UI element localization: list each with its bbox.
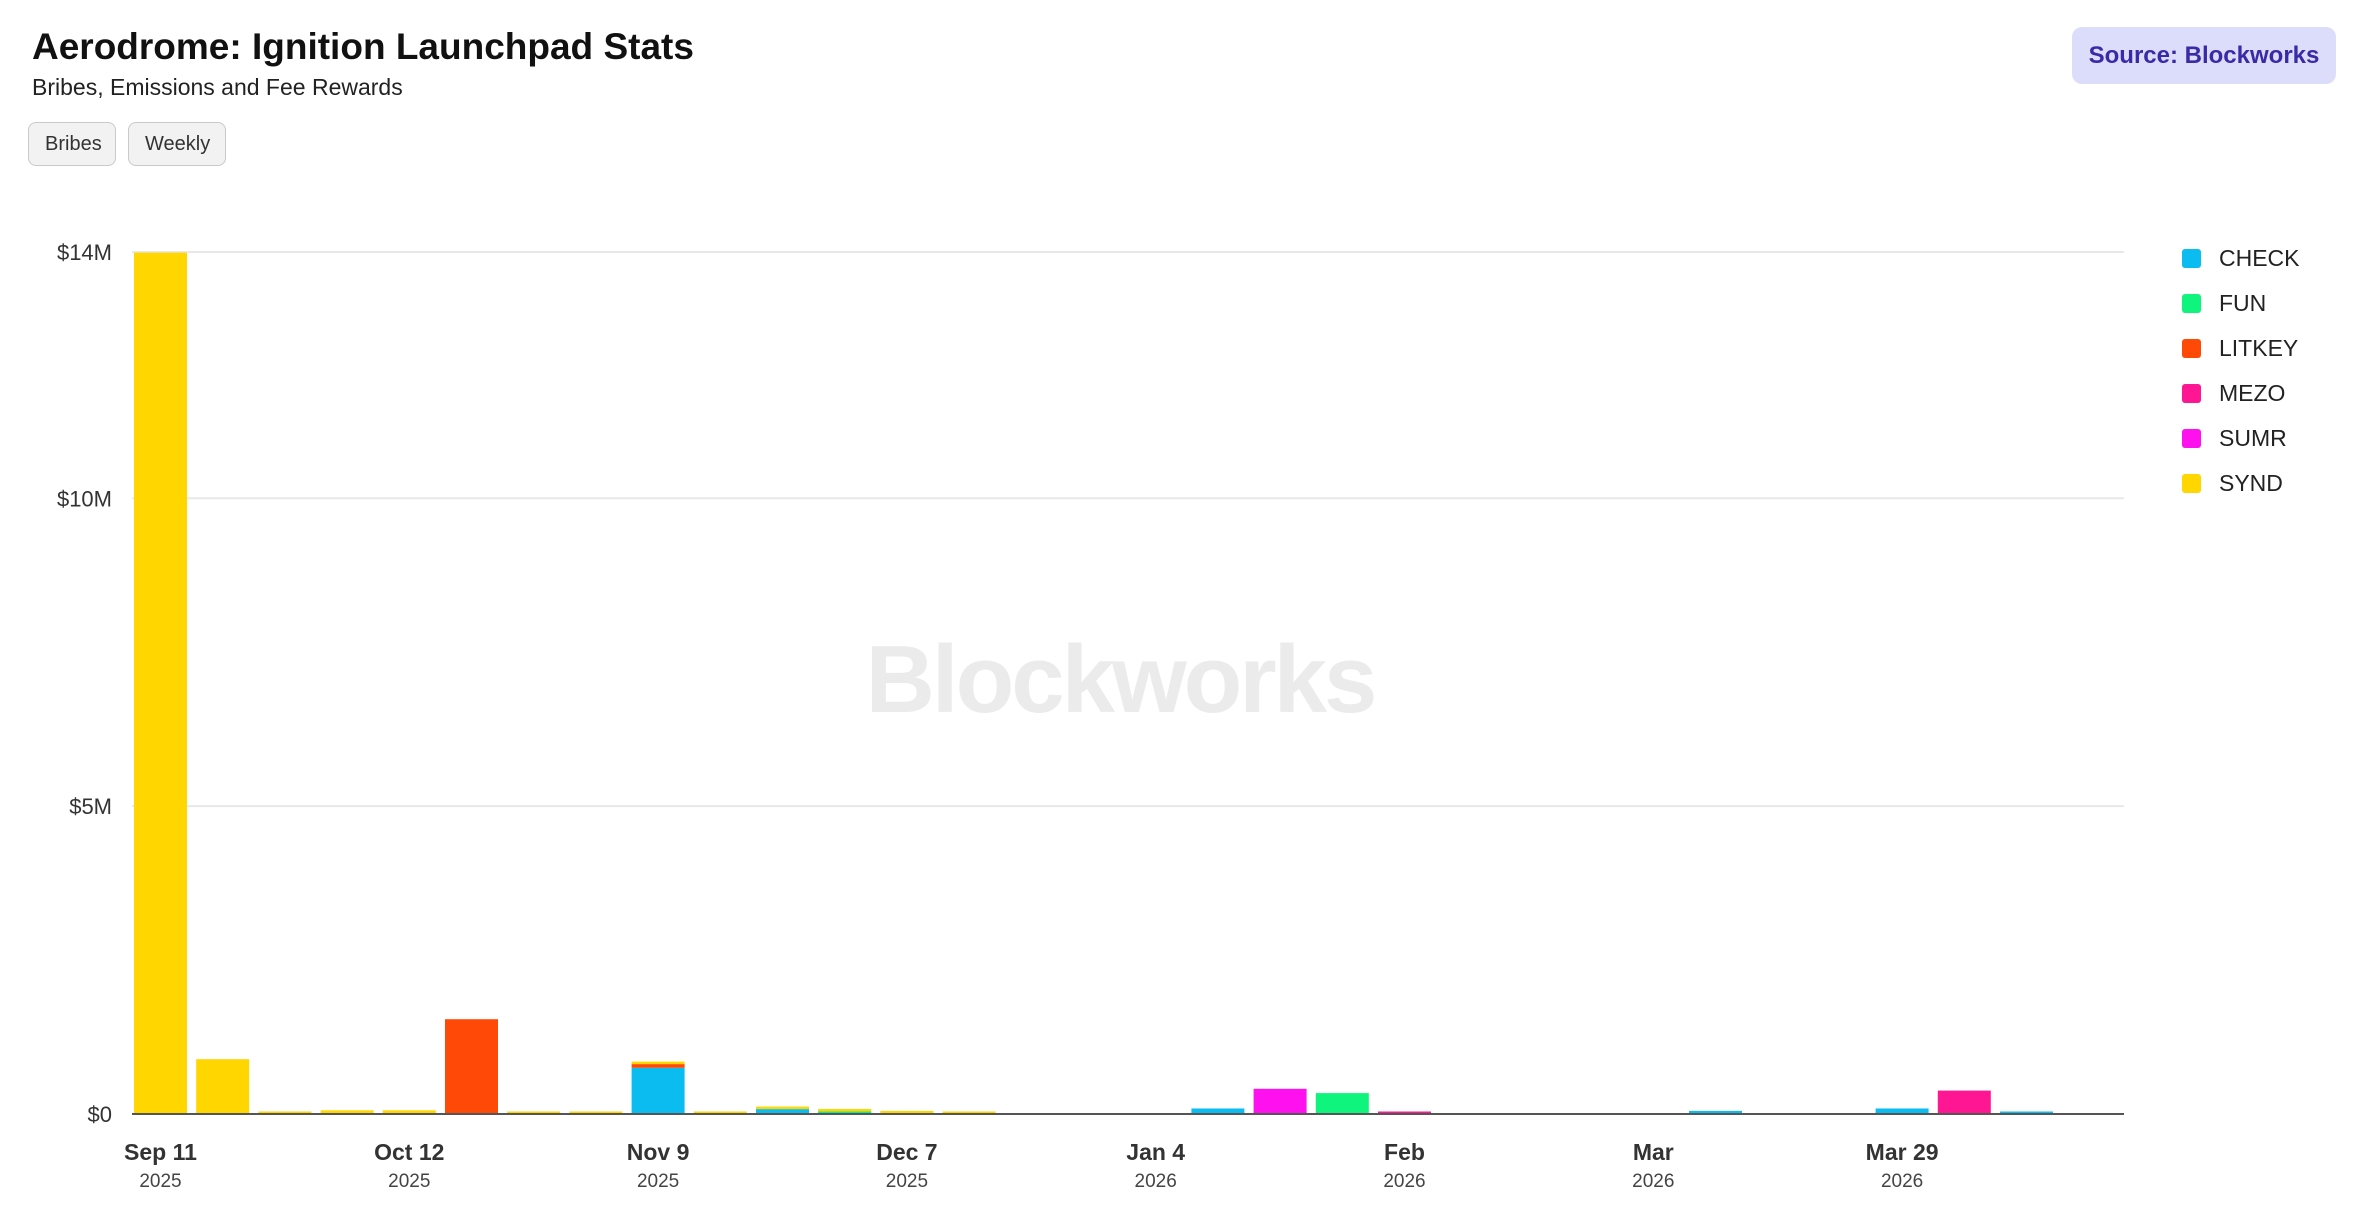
x-tick-year: 2025	[139, 1171, 181, 1192]
x-tick-label: Mar 29	[1866, 1139, 1939, 1165]
metric-selector-button[interactable]: Bribes	[28, 122, 116, 166]
bar-fun[interactable]	[1315, 1093, 1369, 1114]
x-tick-label: Oct 12	[374, 1139, 444, 1165]
legend-label: SYND	[2219, 470, 2283, 496]
legend-item-check[interactable]: CHECK	[2182, 236, 2300, 281]
legend-label: FUN	[2219, 290, 2267, 316]
bar-synd[interactable]	[382, 1110, 436, 1114]
source-badge[interactable]: Source: Blockworks	[2072, 27, 2336, 84]
bar-synd[interactable]	[818, 1109, 872, 1112]
bar-check[interactable]	[2000, 1111, 2053, 1115]
legend-label: MEZO	[2219, 380, 2286, 406]
bar-synd[interactable]	[196, 1059, 250, 1114]
legend-item-litkey[interactable]: LITKEY	[2182, 326, 2300, 371]
x-tick-year: 2025	[388, 1171, 430, 1192]
bar-mezo[interactable]	[1378, 1111, 1431, 1115]
y-tick-label: $14M	[57, 240, 112, 265]
legend-label: CHECK	[2219, 245, 2300, 271]
bar-synd[interactable]	[320, 1110, 374, 1114]
bar-synd[interactable]	[134, 252, 187, 1115]
y-tick-label: $10M	[57, 486, 112, 511]
bar-check[interactable]	[756, 1109, 809, 1114]
page-subtitle: Bribes, Emissions and Fee Rewards	[32, 74, 403, 100]
bar-check[interactable]	[1191, 1108, 1245, 1115]
x-tick-year: 2026	[1881, 1171, 1923, 1192]
legend-item-fun[interactable]: FUN	[2182, 281, 2300, 326]
y-tick-label: $0	[88, 1102, 112, 1127]
legend-item-synd[interactable]: SYND	[2182, 461, 2300, 506]
bar-synd[interactable]	[631, 1061, 685, 1065]
legend: CHECK FUN LITKEY MEZO SUMR SYND	[2182, 236, 2300, 506]
legend-swatch	[2182, 339, 2201, 358]
bar-synd[interactable]	[756, 1106, 809, 1110]
bar-synd[interactable]	[880, 1110, 934, 1114]
bar-mezo[interactable]	[1937, 1090, 1991, 1114]
bar-synd[interactable]	[942, 1111, 996, 1115]
legend-swatch	[2182, 474, 2201, 493]
bar-synd[interactable]	[258, 1111, 312, 1115]
legend-label: SUMR	[2219, 425, 2287, 451]
x-tick-year: 2026	[1383, 1171, 1425, 1192]
bar-litkey[interactable]	[445, 1019, 498, 1114]
x-tick-year: 2025	[637, 1171, 679, 1192]
x-tick-label: Dec 7	[876, 1139, 937, 1165]
bar-litkey[interactable]	[631, 1064, 685, 1068]
legend-item-sumr[interactable]: SUMR	[2182, 416, 2300, 461]
bar-check[interactable]	[1875, 1108, 1929, 1115]
legend-label: LITKEY	[2219, 335, 2299, 361]
y-tick-label: $5M	[69, 794, 112, 819]
bar-synd[interactable]	[569, 1111, 623, 1115]
bar-check[interactable]	[631, 1067, 685, 1114]
bar-synd[interactable]	[507, 1111, 561, 1115]
legend-swatch	[2182, 384, 2201, 403]
watermark: Blockworks	[866, 626, 1375, 733]
x-tick-year: 2026	[1135, 1171, 1177, 1192]
x-tick-label: Jan 4	[1126, 1139, 1185, 1165]
page-title: Aerodrome: Ignition Launchpad Stats	[32, 26, 694, 67]
bar-synd[interactable]	[693, 1111, 747, 1115]
bar-fun[interactable]	[818, 1110, 872, 1113]
bar-check[interactable]	[1689, 1110, 1742, 1114]
legend-swatch	[2182, 294, 2201, 313]
x-tick-year: 2025	[886, 1171, 928, 1192]
x-tick-label: Feb	[1384, 1139, 1425, 1165]
period-selector-button[interactable]: Weekly	[128, 122, 226, 166]
legend-swatch	[2182, 249, 2201, 268]
bar-sumr[interactable]	[1253, 1088, 1307, 1114]
x-tick-label: Mar	[1633, 1139, 1674, 1165]
x-tick-label: Nov 9	[627, 1139, 690, 1165]
legend-swatch	[2182, 429, 2201, 448]
legend-item-mezo[interactable]: MEZO	[2182, 371, 2300, 416]
x-tick-label: Sep 11	[124, 1139, 197, 1165]
x-tick-year: 2026	[1632, 1171, 1674, 1192]
